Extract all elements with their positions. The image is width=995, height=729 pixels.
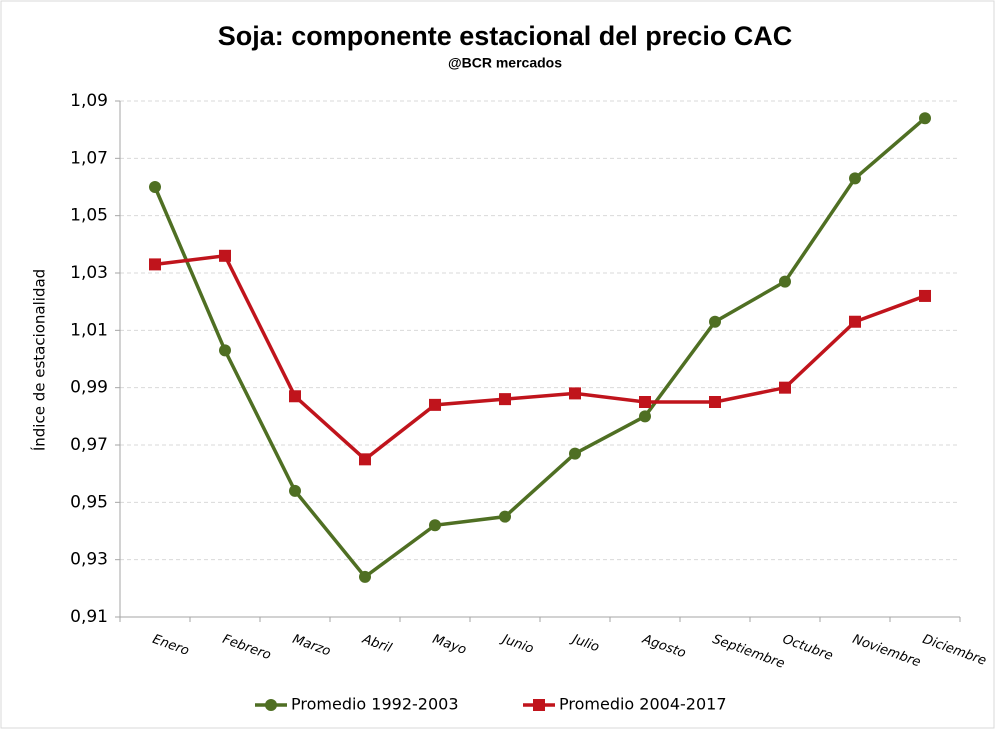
data-point <box>779 381 791 394</box>
data-point <box>289 390 301 403</box>
data-point <box>149 181 161 193</box>
data-point <box>533 699 545 711</box>
data-point <box>849 172 861 185</box>
data-point <box>919 289 931 302</box>
series-line <box>153 116 927 580</box>
data-point <box>709 315 721 328</box>
y-tick-label: 1,01 <box>70 320 108 340</box>
data-point <box>499 393 511 406</box>
y-axis-title: Índice de estacionalidad <box>30 269 49 451</box>
data-point <box>499 510 511 523</box>
data-point <box>219 344 231 357</box>
data-point <box>919 112 931 125</box>
data-point <box>639 410 651 423</box>
data-point <box>429 519 441 532</box>
y-tick-label: 0,91 <box>70 607 108 627</box>
y-tick-label: 1,05 <box>70 206 108 226</box>
data-point <box>709 396 721 408</box>
y-tick-label: 0,93 <box>70 550 108 570</box>
data-point <box>149 258 161 271</box>
chart-title: Soja: componente estacional del precio C… <box>218 21 793 51</box>
y-tick-label: 1,07 <box>70 148 108 168</box>
y-tick-label: 0,99 <box>70 378 108 398</box>
data-point <box>639 396 651 408</box>
data-point <box>429 398 441 411</box>
series-line <box>154 253 926 462</box>
data-point <box>289 484 301 497</box>
legend-label: Promedio 1992-2003 <box>291 695 459 714</box>
data-point <box>265 699 277 711</box>
data-point <box>779 275 791 288</box>
y-tick-label: 0,97 <box>70 435 108 455</box>
legend-label: Promedio 2004-2017 <box>559 695 727 714</box>
data-point <box>569 387 581 400</box>
chart-subtitle: @BCR mercados <box>448 55 562 71</box>
data-point <box>849 315 861 328</box>
data-point <box>359 453 371 466</box>
y-tick-label: 1,03 <box>70 263 108 283</box>
y-tick-label: 1,09 <box>70 91 108 111</box>
data-point <box>219 249 231 262</box>
y-tick-label: 0,95 <box>70 492 108 512</box>
data-point <box>359 570 371 583</box>
data-point <box>569 447 581 460</box>
